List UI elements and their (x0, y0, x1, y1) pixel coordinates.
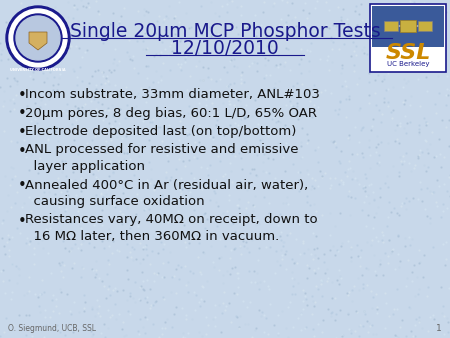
Bar (400, 20, 416, 32)
Polygon shape (29, 32, 47, 50)
Circle shape (6, 6, 70, 70)
Text: Resistances vary, 40MΩ on receipt, down to: Resistances vary, 40MΩ on receipt, down … (25, 214, 318, 226)
Bar (372, 6, 444, 47)
Bar (384, 21, 398, 31)
Text: •: • (18, 125, 27, 140)
Text: 12/10/2010: 12/10/2010 (171, 39, 279, 58)
Text: Single 20μm MCP Phosphor Tests: Single 20μm MCP Phosphor Tests (70, 22, 380, 41)
Text: causing surface oxidation: causing surface oxidation (25, 195, 205, 208)
Text: Incom substrate, 33mm diameter, ANL#103: Incom substrate, 33mm diameter, ANL#103 (25, 88, 320, 101)
Text: •: • (18, 178, 27, 193)
Bar (418, 21, 432, 31)
Bar (370, 4, 446, 72)
Text: •: • (18, 106, 27, 121)
Text: •: • (18, 88, 27, 103)
Text: Electrode deposited last (on top/bottom): Electrode deposited last (on top/bottom) (25, 125, 297, 138)
Text: 20μm pores, 8 deg bias, 60:1 L/D, 65% OAR: 20μm pores, 8 deg bias, 60:1 L/D, 65% OA… (25, 106, 317, 120)
Text: layer application: layer application (25, 160, 145, 173)
Text: 1: 1 (436, 324, 442, 333)
Text: •: • (18, 144, 27, 159)
Text: UNIVERSITY OF CALIFORNIA: UNIVERSITY OF CALIFORNIA (10, 68, 66, 72)
Circle shape (16, 16, 60, 60)
Text: ANL processed for resistive and emissive: ANL processed for resistive and emissive (25, 144, 298, 156)
Circle shape (14, 14, 62, 62)
Text: O. Siegmund, UCB, SSL: O. Siegmund, UCB, SSL (8, 324, 96, 333)
Text: SSL: SSL (385, 43, 431, 63)
Circle shape (9, 9, 67, 67)
Text: Annealed 400°C in Ar (residual air, water),: Annealed 400°C in Ar (residual air, wate… (25, 178, 308, 192)
Text: UC Berkeley: UC Berkeley (387, 61, 429, 67)
Text: 16 MΩ later, then 360MΩ in vacuum.: 16 MΩ later, then 360MΩ in vacuum. (25, 230, 279, 243)
Text: •: • (18, 214, 27, 228)
